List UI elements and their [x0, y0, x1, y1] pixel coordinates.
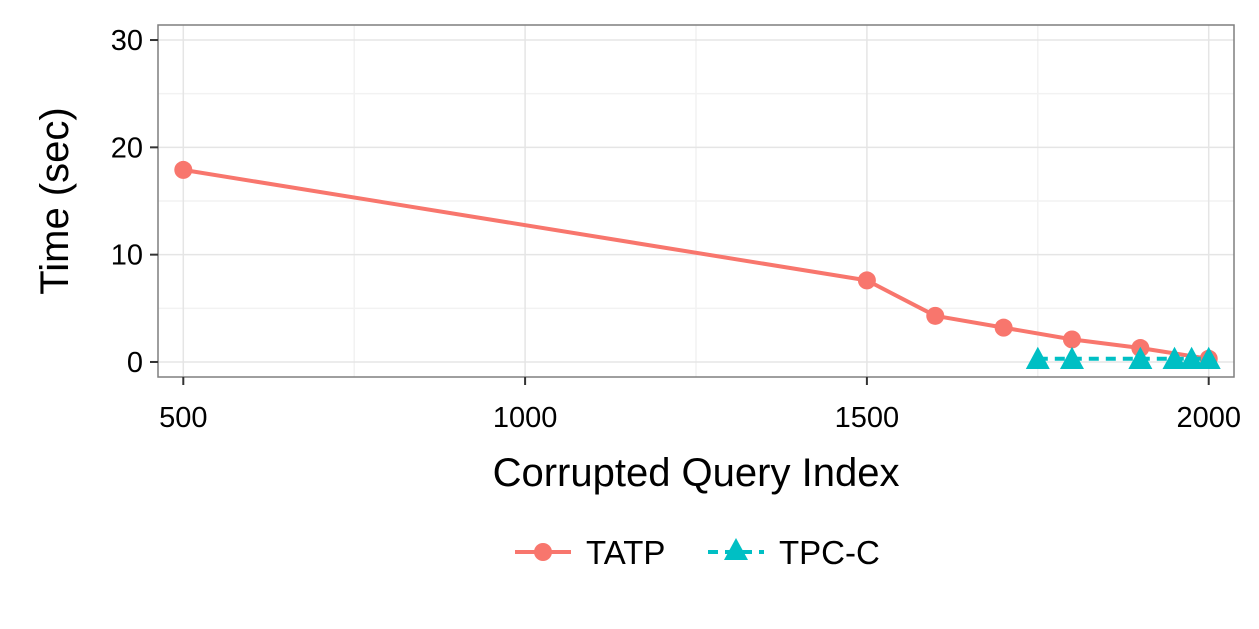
data-point-tpcc	[1128, 346, 1153, 369]
data-point-tatp	[857, 271, 876, 290]
legend-label-tatp: TATP	[586, 534, 665, 571]
legend-key-marker-tatp	[534, 543, 552, 561]
x-tick-label: 500	[159, 402, 207, 434]
data-point-tpcc	[1059, 346, 1084, 369]
x-axis-title: Corrupted Query Index	[493, 451, 900, 495]
y-axis-title: Time (sec)	[33, 107, 77, 294]
legend: TATP TPC-C	[515, 534, 880, 571]
panel-border	[157, 24, 1235, 378]
series-layer	[174, 160, 1221, 369]
data-point-tatp	[926, 306, 945, 325]
major-grid	[158, 25, 1234, 377]
data-point-tpcc	[1025, 346, 1050, 369]
x-tick-label: 1500	[835, 402, 900, 434]
y-tick-label: 10	[111, 240, 143, 272]
data-point-tatp	[1062, 330, 1081, 349]
axes: 500 1000 1500 2000 0 10 20 30	[111, 25, 1241, 434]
y-tick-label: 20	[111, 132, 143, 164]
data-point-tpcc	[1162, 346, 1187, 369]
y-tick-label: 0	[127, 347, 143, 379]
data-point-tpcc	[1196, 346, 1221, 369]
x-tick-label: 1000	[493, 402, 558, 434]
legend-item-tpcc: TPC-C	[708, 534, 880, 571]
data-point-tpcc	[1179, 346, 1204, 369]
data-point-tatp	[994, 318, 1013, 337]
y-tick-label: 30	[111, 25, 143, 57]
minor-grid	[158, 25, 1234, 377]
legend-item-tatp: TATP	[515, 534, 665, 571]
legend-label-tpcc: TPC-C	[779, 534, 880, 571]
x-tick-label: 2000	[1176, 402, 1241, 434]
legend-key-marker-tpcc	[724, 538, 748, 560]
data-point-tatp	[174, 160, 193, 179]
